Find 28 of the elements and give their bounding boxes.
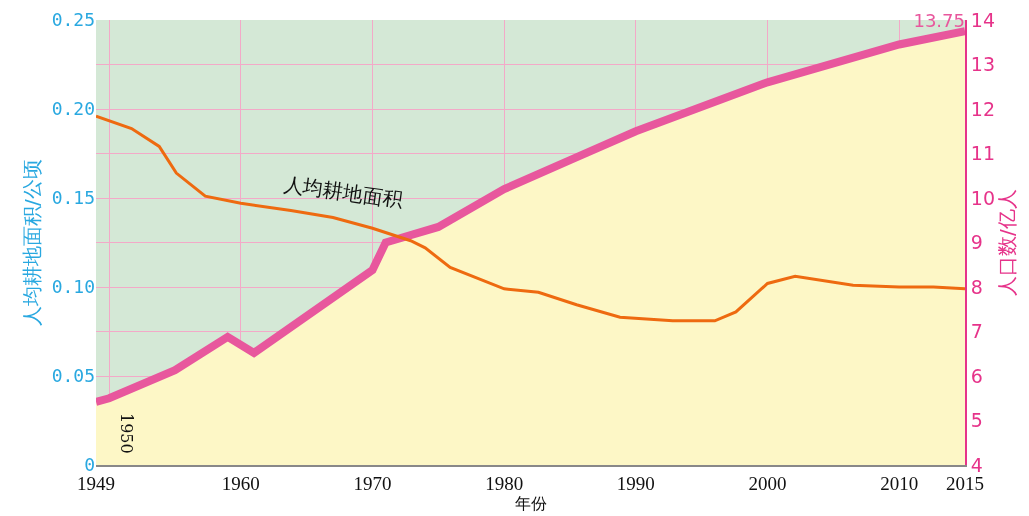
- y2-tick-label: 8: [970, 275, 983, 298]
- annotation: 1950: [117, 412, 137, 454]
- y2-tick-label: 7: [970, 320, 983, 343]
- y2-axis-title: 人口数/亿人: [994, 189, 1019, 296]
- y-tick-label: 0.15: [51, 187, 95, 209]
- y-tick-label: 0.20: [51, 98, 95, 120]
- x-tick-label: 1990: [616, 472, 655, 494]
- x-tick-label: 2010: [880, 472, 919, 494]
- x-tick-label: 2000: [748, 472, 787, 494]
- y2-tick-label: 12: [970, 97, 995, 120]
- y-axis-title: 人均耕地面积/公顷: [20, 159, 45, 326]
- y-tick-label: 0.05: [51, 365, 95, 387]
- y2-tick-label: 10: [970, 186, 995, 209]
- data-label: 13.75: [913, 9, 965, 31]
- y2-tick-label: 11: [970, 142, 995, 165]
- x-axis-title: 年份: [514, 493, 547, 513]
- y2-tick-label: 14: [970, 8, 995, 31]
- y2-tick-label: 5: [970, 409, 983, 432]
- y2-tick-label: 13: [970, 53, 995, 76]
- x-tick-label: 1970: [353, 472, 392, 494]
- x-tick-label: 1960: [221, 472, 260, 494]
- y2-tick-label: 9: [970, 231, 983, 254]
- y-tick-label: 0.25: [51, 9, 95, 31]
- line-series: [96, 114, 965, 323]
- text: 人均耕地面积: [281, 171, 405, 213]
- y-tick-label: 0.10: [51, 276, 95, 298]
- y2-tick-label: 6: [970, 364, 983, 387]
- x-tick-label: 1980: [485, 472, 524, 494]
